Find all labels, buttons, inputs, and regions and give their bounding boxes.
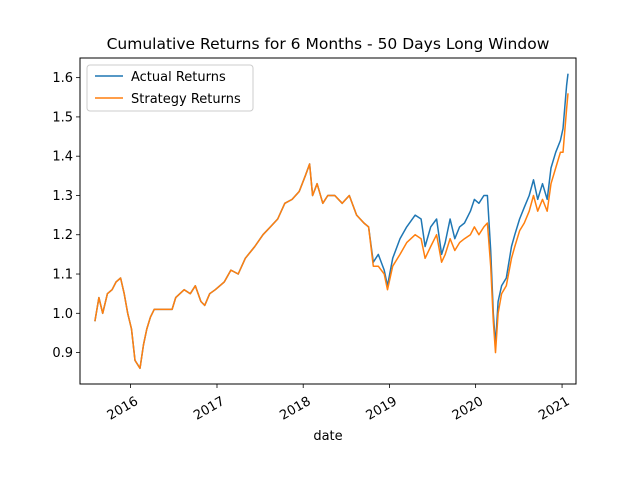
series-line-strategy-returns — [94, 93, 569, 370]
y-tick-label: 1.5 — [52, 110, 73, 125]
legend-label-actual: Actual Returns — [131, 70, 226, 85]
legend: Actual Returns Strategy Returns — [86, 64, 254, 112]
y-tick-label: 1.0 — [52, 307, 73, 322]
plot-frame — [79, 57, 577, 385]
y-tick-label: 1.6 — [52, 71, 73, 86]
x-axis-label: date — [313, 429, 342, 444]
legend-label-strategy: Strategy Returns — [131, 92, 241, 107]
y-tick-label: 1.1 — [52, 268, 73, 283]
y-tick-label: 1.4 — [52, 150, 73, 165]
series-layer — [94, 73, 569, 370]
chart-title: Cumulative Returns for 6 Months - 50 Day… — [107, 35, 550, 53]
legend-box — [86, 64, 254, 112]
y-tick-label: 0.9 — [52, 346, 73, 361]
y-tick-label: 1.2 — [52, 228, 73, 243]
y-tick-label: 1.3 — [52, 189, 73, 204]
